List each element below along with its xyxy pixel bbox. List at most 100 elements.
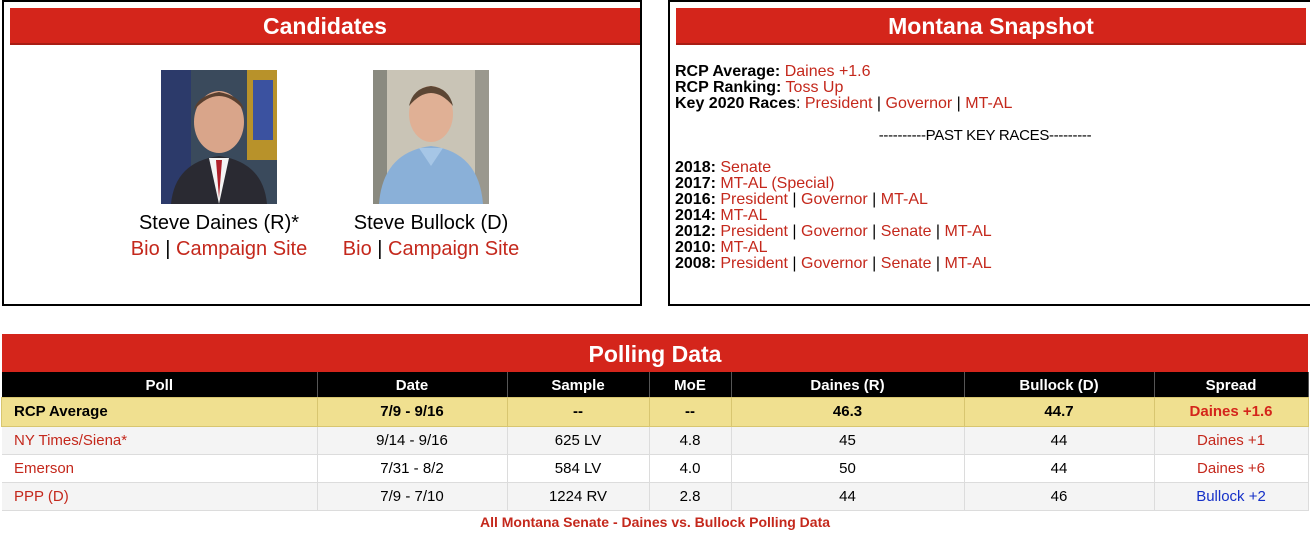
poll-date: 7/31 - 8/2 [317, 454, 508, 483]
past-race-link[interactable]: Governor [801, 223, 868, 240]
col-date[interactable]: Date [317, 372, 508, 398]
poll-moe: 4.8 [649, 426, 732, 455]
past-race-line: 2017: MT-AL (Special) [675, 176, 1295, 192]
col-moe[interactable]: MoE [649, 372, 732, 398]
past-race-line: 2014: MT-AL [675, 208, 1295, 224]
past-race-link[interactable]: President [720, 255, 788, 272]
past-race-year: 2010: [675, 239, 716, 256]
poll-poll[interactable]: NY Times/Siena* [2, 426, 318, 455]
key-races-line: Key 2020 Races: President | Governor | M… [675, 95, 1013, 112]
past-race-year: 2018: [675, 159, 716, 176]
candidate-links: Bio | Campaign Site [114, 236, 324, 262]
poll-sample: 584 LV [507, 454, 650, 483]
past-race-link[interactable]: Senate [880, 223, 932, 240]
past-race-link[interactable]: Senate [880, 255, 932, 272]
key-race-governor[interactable]: Governor [885, 95, 953, 112]
separator: | [165, 238, 171, 260]
campaign-site-link[interactable]: Campaign Site [176, 238, 308, 260]
poll-daines: 50 [731, 454, 965, 483]
poll-spread: Daines +1.6 [1154, 398, 1309, 427]
poll-daines: 45 [731, 426, 965, 455]
col-bullock[interactable]: Bullock (D) [964, 372, 1155, 398]
key-races-label: Key 2020 Races [675, 95, 796, 112]
poll-spread: Daines +1 [1154, 426, 1309, 455]
rcp-average-value[interactable]: Daines +1.6 [784, 63, 871, 80]
snapshot-panel: Montana Snapshot RCP Average: Daines +1.… [668, 0, 1310, 306]
col-poll[interactable]: Poll [2, 372, 318, 398]
past-race-link[interactable]: MT-AL (Special) [720, 175, 835, 192]
snapshot-title: Montana Snapshot [676, 8, 1306, 45]
snapshot-body: RCP Average: Daines +1.6 RCP Ranking: To… [675, 64, 1295, 272]
all-polling-data-link[interactable]: All Montana Senate - Daines vs. Bullock … [479, 514, 831, 531]
past-race-line: 2016: President | Governor | MT-AL [675, 191, 928, 208]
bullock-photo [373, 70, 489, 204]
past-race-link[interactable]: President [720, 191, 788, 208]
past-race-year: 2017: [675, 175, 716, 192]
past-race-link[interactable]: MT-AL [944, 223, 992, 240]
candidates-title: Candidates [10, 8, 640, 45]
bio-link[interactable]: Bio [130, 238, 160, 260]
polling-table: Poll Date Sample MoE Daines (R) Bullock … [1, 372, 1309, 534]
col-spread[interactable]: Spread [1154, 372, 1309, 398]
rcp-average-label: RCP Average: [675, 63, 781, 80]
past-race-line: 2018: Senate [675, 160, 1295, 176]
rcp-ranking-label: RCP Ranking: [675, 79, 782, 96]
past-races-list: 2018: Senate 2017: MT-AL (Special) 2016: P… [675, 160, 1295, 272]
past-race-year: 2008: [675, 255, 716, 272]
poll-moe: 4.0 [649, 454, 732, 483]
past-race-link[interactable]: MT-AL [880, 191, 928, 208]
table-row: Emerson 7/31 - 8/2 584 LV 4.0 50 44 Daines +6 [2, 454, 1309, 483]
past-race-line: 2010: MT-AL [675, 240, 1295, 256]
polling-section: Polling Data Poll Date Sample MoE Daines… [1, 334, 1309, 534]
polling-title: Polling Data [2, 334, 1308, 372]
poll-date: 7/9 - 9/16 [317, 398, 508, 427]
past-race-year: 2012: [675, 223, 716, 240]
poll-sample: 1224 RV [507, 482, 650, 511]
rcp-average-row: RCP Average 7/9 - 9/16 -- -- 46.3 44.7 D… [1, 397, 1309, 427]
candidates-panel: Candidates Steve Daines (R)* Bio | Campa… [2, 0, 642, 306]
past-race-year: 2014: [675, 207, 716, 224]
table-header-row: Poll Date Sample MoE Daines (R) Bullock … [2, 372, 1309, 398]
table-row: NY Times/Siena* 9/14 - 9/16 625 LV 4.8 45 44 D… [2, 426, 1309, 455]
past-race-link[interactable]: MT-AL [720, 239, 768, 256]
poll-daines: 44 [731, 482, 965, 511]
candidate-name: Steve Bullock (D) [353, 212, 509, 234]
poll-bullock: 46 [964, 482, 1155, 511]
poll-moe: -- [649, 398, 732, 427]
poll-daines: 46.3 [731, 398, 965, 427]
past-race-link[interactable]: President [720, 223, 788, 240]
poll-sample: 625 LV [507, 426, 650, 455]
candidate-name: Steve Daines (R)* [138, 212, 300, 234]
candidate-daines: Steve Daines (R)* Bio | Campaign Site [114, 70, 324, 262]
table-row: PPP (D) 7/9 - 7/10 1224 RV 2.8 44 46 Bullock +… [2, 482, 1309, 511]
past-race-line: 2008: President | Governor | Senate | MT… [675, 255, 992, 272]
poll-spread: Daines +6 [1154, 454, 1309, 483]
key-race-mt-al[interactable]: MT-AL [965, 95, 1013, 112]
past-race-link[interactable]: MT-AL [944, 255, 992, 272]
rcp-ranking-line: RCP Ranking: Toss Up [675, 80, 1295, 96]
poll-sample: -- [507, 398, 650, 427]
poll-bullock: 44.7 [964, 398, 1155, 427]
poll-name: RCP Average [2, 398, 318, 427]
poll-bullock: 44 [964, 426, 1155, 455]
poll-date: 9/14 - 9/16 [317, 426, 508, 455]
rcp-average-line: RCP Average: Daines +1.6 [675, 64, 1295, 80]
poll-poll[interactable]: PPP (D) [2, 482, 318, 511]
col-sample[interactable]: Sample [507, 372, 650, 398]
footer-row: All Montana Senate - Daines vs. Bullock … [2, 510, 1308, 534]
bio-link[interactable]: Bio [342, 238, 372, 260]
past-race-link[interactable]: Senate [720, 159, 772, 176]
past-race-link[interactable]: MT-AL [720, 207, 768, 224]
poll-bullock: 44 [964, 454, 1155, 483]
key-race-president[interactable]: President [804, 95, 873, 112]
rcp-ranking-value[interactable]: Toss Up [785, 79, 844, 96]
past-race-link[interactable]: Governor [801, 255, 868, 272]
candidate-links: Bio | Campaign Site [326, 236, 536, 262]
poll-date: 7/9 - 7/10 [317, 482, 508, 511]
separator: | [377, 238, 383, 260]
poll-poll[interactable]: Emerson [2, 454, 318, 483]
col-daines[interactable]: Daines (R) [731, 372, 965, 398]
candidate-bullock: Steve Bullock (D) Bio | Campaign Site [326, 70, 536, 262]
past-race-link[interactable]: Governor [801, 191, 868, 208]
campaign-site-link[interactable]: Campaign Site [388, 238, 520, 260]
